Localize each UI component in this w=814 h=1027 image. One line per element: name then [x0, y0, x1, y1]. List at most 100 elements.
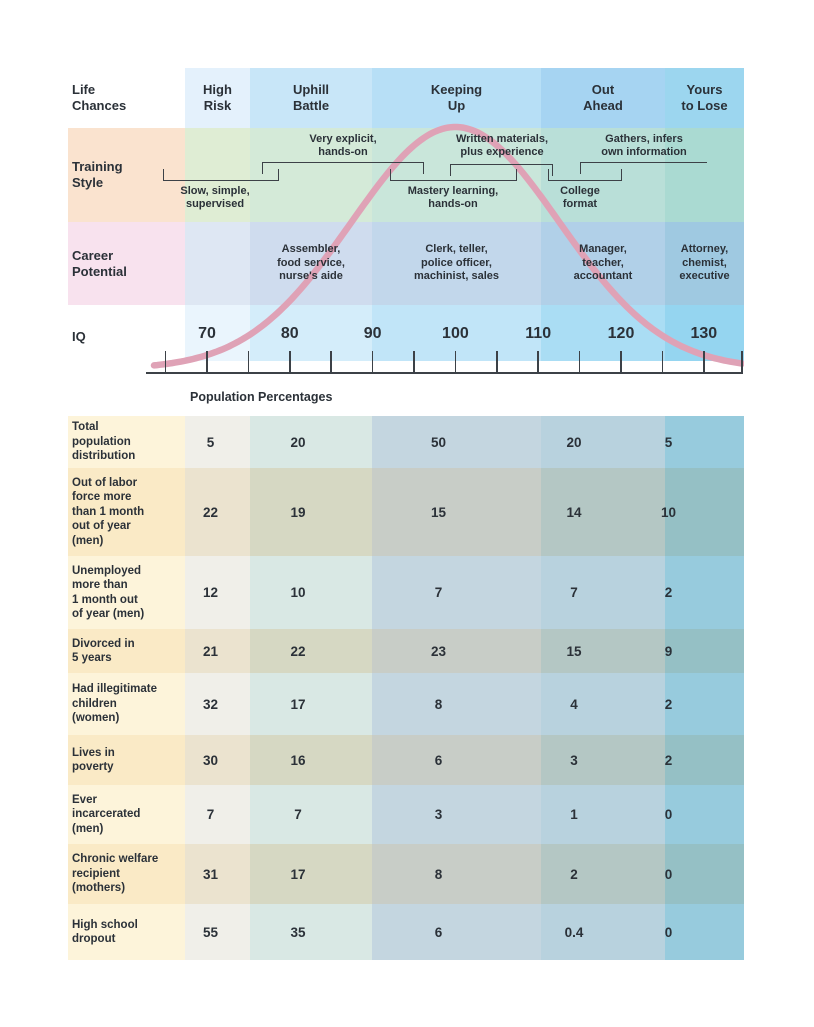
table-cell: 10	[661, 468, 744, 556]
bracket-label-mastery: Mastery learning, hands-on	[407, 185, 499, 210]
bracket-label-slow-simple: Slow, simple, supervised	[180, 185, 250, 210]
table-cell: 5	[665, 416, 744, 468]
bracket-label-very-explicit: Very explicit, hands-on	[309, 133, 377, 158]
iq-axis-row: IQ 70 80 90 100 110 120 130 Population Percent…	[68, 305, 744, 416]
table-cell: 2	[541, 844, 665, 904]
table-cell: 0	[665, 904, 744, 960]
table-cell: 30	[185, 735, 250, 785]
iq-tick	[537, 351, 539, 372]
table-cell: 22	[250, 629, 372, 673]
table-row: Unemployed more than 1 month out of year…	[68, 556, 744, 629]
table-cell: 1	[541, 785, 665, 844]
iq-tick	[578, 351, 581, 372]
career-keeping-up: Clerk, teller, police officer, machinist…	[372, 222, 541, 305]
iq-tick	[454, 351, 457, 372]
career-out-ahead: Manager, teacher, accountant	[541, 222, 665, 305]
training-style-row: Training Style Slow, simple, supervised …	[68, 128, 744, 222]
table-cell: 15	[372, 468, 541, 556]
iq-tick	[413, 351, 415, 372]
table-cell: 50	[372, 416, 541, 468]
population-percentages-heading: Population Percentages	[190, 390, 333, 404]
iq-tick-label: 90	[363, 325, 382, 342]
table-cell: 6	[372, 904, 541, 960]
table-cell: 16	[250, 735, 372, 785]
table-cell: 3	[372, 785, 541, 844]
row-label: Lives in poverty	[68, 735, 185, 785]
iq-tick	[703, 351, 705, 372]
table-cell: 0	[665, 844, 744, 904]
column-header-keeping-up: Keeping Up	[372, 68, 541, 128]
iq-tick	[371, 351, 374, 372]
table-cell: 10	[250, 556, 372, 629]
iq-tick	[620, 351, 622, 372]
table-cell: 20	[250, 416, 372, 468]
table-cell: 6	[372, 735, 541, 785]
table-cell: 23	[372, 629, 541, 673]
iq-tick	[206, 351, 208, 372]
column-header-yours-to-lose: Yours to Lose	[665, 68, 744, 128]
row-label: Total population distribution	[68, 416, 185, 468]
iq-tick-label: 80	[280, 325, 299, 342]
row-label: Divorced in 5 years	[68, 629, 185, 673]
bell-curve-chart: Life Chances High Risk Uphill Battle Kee…	[68, 68, 744, 960]
table-cell: 12	[185, 556, 250, 629]
career-uphill-battle: Assembler, food service, nurse's aide	[250, 222, 372, 305]
iq-tick	[661, 351, 664, 372]
row-label: Ever incarcerated (men)	[68, 785, 185, 844]
table-cell: 0.4	[541, 904, 665, 960]
iq-tick-label: 70	[198, 325, 216, 342]
iq-tick	[164, 351, 167, 372]
table-row: Total population distribution 5 20 50 20…	[68, 416, 744, 468]
bracket-label-gathers: Gathers, infers own information	[601, 133, 687, 158]
iq-tick-label: 110	[525, 325, 552, 342]
table-cell: 2	[665, 556, 744, 629]
table-cell: 8	[372, 844, 541, 904]
table-cell: 5	[185, 416, 250, 468]
column-header-high-risk: High Risk	[185, 68, 250, 128]
iq-tick	[289, 351, 291, 372]
column-header-uphill-battle: Uphill Battle	[250, 68, 372, 128]
training-style-label: Training Style	[72, 159, 123, 190]
table-cell: 22	[185, 468, 250, 556]
table-cell: 2	[665, 735, 744, 785]
table-cell: 17	[250, 673, 372, 735]
table-cell: 7	[541, 556, 665, 629]
table-cell: 4	[541, 673, 665, 735]
row-label: Chronic welfare recipient (mothers)	[68, 844, 185, 904]
table-cell: 3	[541, 735, 665, 785]
iq-tick-label: 120	[607, 325, 635, 342]
life-chances-label: Life Chances	[72, 82, 127, 113]
life-chances-heading-cell: Life Chances	[68, 68, 185, 128]
table-cell: 19	[250, 468, 372, 556]
table-cell: 8	[372, 673, 541, 735]
table-cell: 35	[250, 904, 372, 960]
table-row: Ever incarcerated (men) 7 7 3 1 0	[68, 785, 744, 844]
table-row: Chronic welfare recipient (mothers) 31 1…	[68, 844, 744, 904]
table-cell: 2	[665, 673, 744, 735]
iq-label: IQ	[72, 329, 86, 344]
iq-tick-label: 100	[442, 325, 469, 342]
table-row: Divorced in 5 years 21 22 23 15 9	[68, 629, 744, 673]
iq-axis-ticks: 70 80 90 100 110 120 130	[68, 325, 743, 417]
row-label: Unemployed more than 1 month out of year…	[68, 556, 185, 629]
table-cell: 9	[665, 629, 744, 673]
table-cell: 0	[665, 785, 744, 844]
table-cell: 31	[185, 844, 250, 904]
bracket-label-written: Written materials, plus experience	[455, 133, 549, 158]
iq-axis-line	[146, 372, 743, 374]
table-row: Had illegitimate children (women) 32 17 …	[68, 673, 744, 735]
table-cell: 7	[250, 785, 372, 844]
bracket-written-materials	[450, 164, 553, 176]
iq-tick	[496, 351, 498, 372]
row-label: High school dropout	[68, 904, 185, 960]
iq-tick	[741, 351, 743, 372]
iq-tick	[247, 351, 250, 372]
row-label: Had illegitimate children (women)	[68, 673, 185, 735]
population-table: Total population distribution 5 20 50 20…	[68, 416, 744, 960]
row-label: Out of labor force more than 1 month out…	[68, 468, 185, 556]
career-potential-row: Career Potential Assembler, food service…	[68, 222, 744, 305]
table-cell: 7	[185, 785, 250, 844]
iq-tick-label: 130	[690, 325, 718, 342]
iq-tick	[330, 351, 332, 372]
